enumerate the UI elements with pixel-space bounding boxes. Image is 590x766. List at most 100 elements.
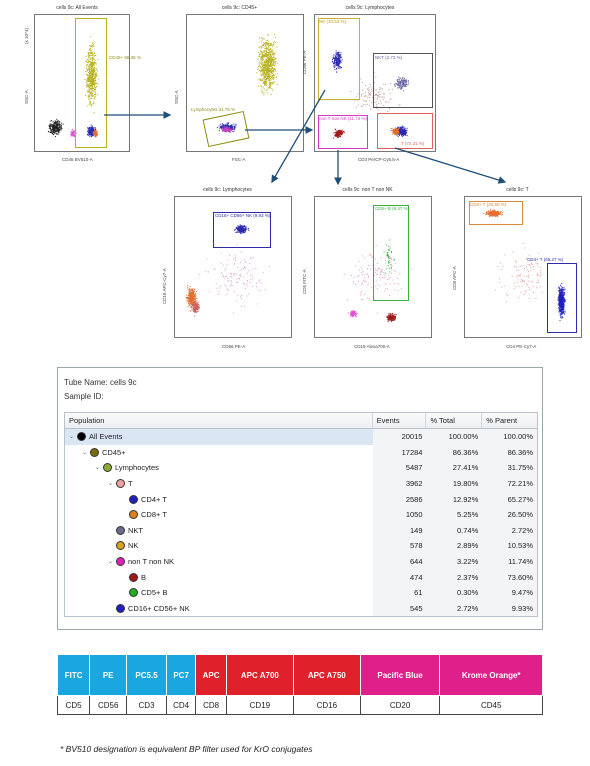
fluorochrome-cell: APC A750 (292, 654, 361, 696)
parent-cell: 26.50% (482, 506, 537, 523)
events-cell: 5487 (372, 460, 427, 476)
chevron-down-icon[interactable]: ⌄ (82, 449, 88, 456)
events-cell: 2586 (372, 491, 427, 507)
total-cell: 3.22% (426, 553, 483, 570)
population-color-icon (90, 447, 99, 457)
fluorochrome-cell: Pacific Blue (359, 654, 441, 696)
col-parent[interactable]: % Parent (486, 416, 518, 425)
gate-nk (318, 18, 360, 100)
population-color-icon (116, 541, 125, 551)
fluorochrome-cell: FITC (56, 654, 91, 696)
gate-label: CD16+ CD56+ NK (9.93 %) (215, 213, 271, 218)
population-color-icon (129, 494, 138, 504)
plot-cd45: cells 9c: CD45+ Lymphocytes 31.75 % FSC-… (172, 5, 307, 164)
gate-label: CD45+ 86.36 % (109, 55, 141, 60)
chevron-down-icon[interactable]: ⌄ (108, 559, 114, 566)
total-cell: 0.30% (426, 584, 483, 601)
marker-cell: CD56 (89, 695, 128, 715)
population-label: CD5+ B (141, 588, 168, 598)
grid-body: ⌄ All Events 20015 100.00% 100.00% ⌄ CD45+ 1728… (65, 429, 537, 617)
marker-row: CD5 CD56 CD3 CD4 CD8 CD19 CD16 CD20 CD45 (56, 695, 543, 715)
gate-label: non T non NK (11.74 %) (319, 116, 368, 121)
col-total[interactable]: % Total (426, 413, 483, 428)
marker-cell: CD20 (359, 695, 441, 715)
table-row[interactable]: ⌄ non T non NK 644 3.22% 11.74% (65, 553, 537, 570)
sample-id: Sample ID: (64, 392, 104, 401)
table-row[interactable]: ⌄ T 3962 19.80% 72.21% (65, 475, 537, 492)
marker-cell: CD19 (225, 695, 294, 715)
x-axis-label: CD45 BV510-A (62, 157, 93, 162)
population-cell: ⌄ CD45+ (65, 445, 373, 461)
plot-title: cells 9c: CD45+ (221, 5, 258, 11)
parent-cell: 86.36% (482, 444, 537, 461)
total-cell: 27.41% (426, 460, 483, 476)
x-axis-label: CD19 Alexa700-A (354, 344, 390, 349)
plot-t-cells: cells 9c: T CD8+ T (26.50 %) CD4+ T (65.… (450, 187, 585, 354)
population-cell: ⌄ non T non NK (65, 554, 373, 570)
y-axis-exponent: (x 10^4) (24, 27, 29, 44)
marker-cell: CD8 (195, 695, 227, 715)
gate-label: T (72.21 %) (401, 141, 425, 146)
parent-cell: 31.75% (482, 460, 537, 476)
plot-area: NK (10.53 %) NKT (2.72 %) non T non NK (… (314, 14, 436, 152)
col-events[interactable]: Events (373, 413, 427, 428)
chevron-down-icon[interactable]: ⌄ (69, 434, 75, 441)
y-axis-label: CD56 PE-A (302, 50, 307, 74)
chevron-down-icon[interactable]: ⌄ (95, 465, 101, 472)
parent-cell: 72.21% (482, 475, 537, 492)
population-label: CD45+ (102, 447, 126, 457)
total-cell: 2.72% (426, 600, 483, 617)
table-row[interactable]: CD5+ B 61 0.30% 9.47% (65, 584, 537, 601)
footnote: * BV510 designation is equivalent BP fil… (60, 744, 313, 754)
population-label: CD16+ CD56+ NK (128, 603, 190, 613)
table-row[interactable]: B 474 2.37% 73.60% (65, 569, 537, 585)
fluorochrome-cell: PC5.5 (126, 654, 167, 696)
gate-cd45 (75, 18, 107, 148)
events-cell: 1050 (372, 506, 427, 523)
gate-cd16-cd56-nk (213, 212, 271, 248)
population-cell: CD16+ CD56+ NK (65, 601, 373, 617)
population-label: NK (128, 541, 139, 551)
tube-name: Tube Name: cells 9c (64, 378, 137, 387)
table-row[interactable]: NKT 149 0.74% 2.72% (65, 522, 537, 539)
x-axis-label: CD56 PE-A (222, 344, 246, 349)
table-row[interactable]: ⌄ CD45+ 17284 86.36% 86.36% (65, 444, 537, 461)
population-color-icon (116, 603, 125, 613)
plot-title: cells 9c: Lymphocytes (345, 5, 395, 11)
plot-title: cells 9c: T (506, 187, 529, 193)
table-row[interactable]: ⌄ Lymphocytes 5487 27.41% 31.75% (65, 460, 537, 476)
population-color-icon (77, 432, 86, 442)
population-label: All Events (89, 432, 123, 442)
plot-area: CD16+ CD56+ NK (9.93 %) (174, 196, 292, 338)
table-row[interactable]: CD16+ CD56+ NK 545 2.72% 9.93% (65, 600, 537, 617)
scatter-dots (331, 50, 410, 139)
events-cell: 149 (372, 522, 427, 539)
plot-area: CD45+ 86.36 % (34, 14, 141, 152)
table-row[interactable]: CD8+ T 1050 5.25% 26.50% (65, 506, 537, 523)
table-row[interactable]: CD4+ T 2586 12.92% 65.27% (65, 491, 537, 507)
population-color-icon (116, 479, 125, 489)
events-cell: 17284 (372, 444, 427, 461)
chevron-down-icon[interactable]: ⌄ (108, 481, 114, 488)
total-cell: 5.25% (426, 506, 483, 523)
gate-label: CD4+ T (65.27 %) (527, 257, 564, 262)
population-label: NKT (128, 525, 143, 535)
col-population[interactable]: Population (65, 413, 373, 428)
gate-label: CD5+ B (9.47 %) (375, 206, 410, 211)
parent-cell: 65.27% (482, 491, 537, 507)
plot-area: CD8+ T (26.50 %) CD4+ T (65.27 %) (464, 196, 582, 338)
population-cell: CD8+ T (65, 507, 373, 523)
gate-cd8-t (469, 201, 523, 225)
table-row[interactable]: ⌄ All Events 20015 100.00% 100.00% (65, 429, 537, 445)
population-cell: ⌄ T (65, 476, 373, 492)
population-cell: NK (65, 538, 373, 554)
table-row[interactable]: NK 578 2.89% 10.53% (65, 538, 537, 554)
population-label: Lymphocytes (115, 463, 159, 473)
population-grid: Population Events % Total % Parent ⌄ All … (64, 412, 538, 618)
fluorochrome-cell: PE (89, 654, 128, 696)
population-cell: CD5+ B (65, 585, 373, 601)
plot-area: CD5+ B (9.47 %) (314, 196, 432, 338)
population-cell: B (65, 569, 373, 585)
total-cell: 86.36% (426, 444, 483, 461)
fluorochrome-cell: PC7 (165, 654, 197, 696)
